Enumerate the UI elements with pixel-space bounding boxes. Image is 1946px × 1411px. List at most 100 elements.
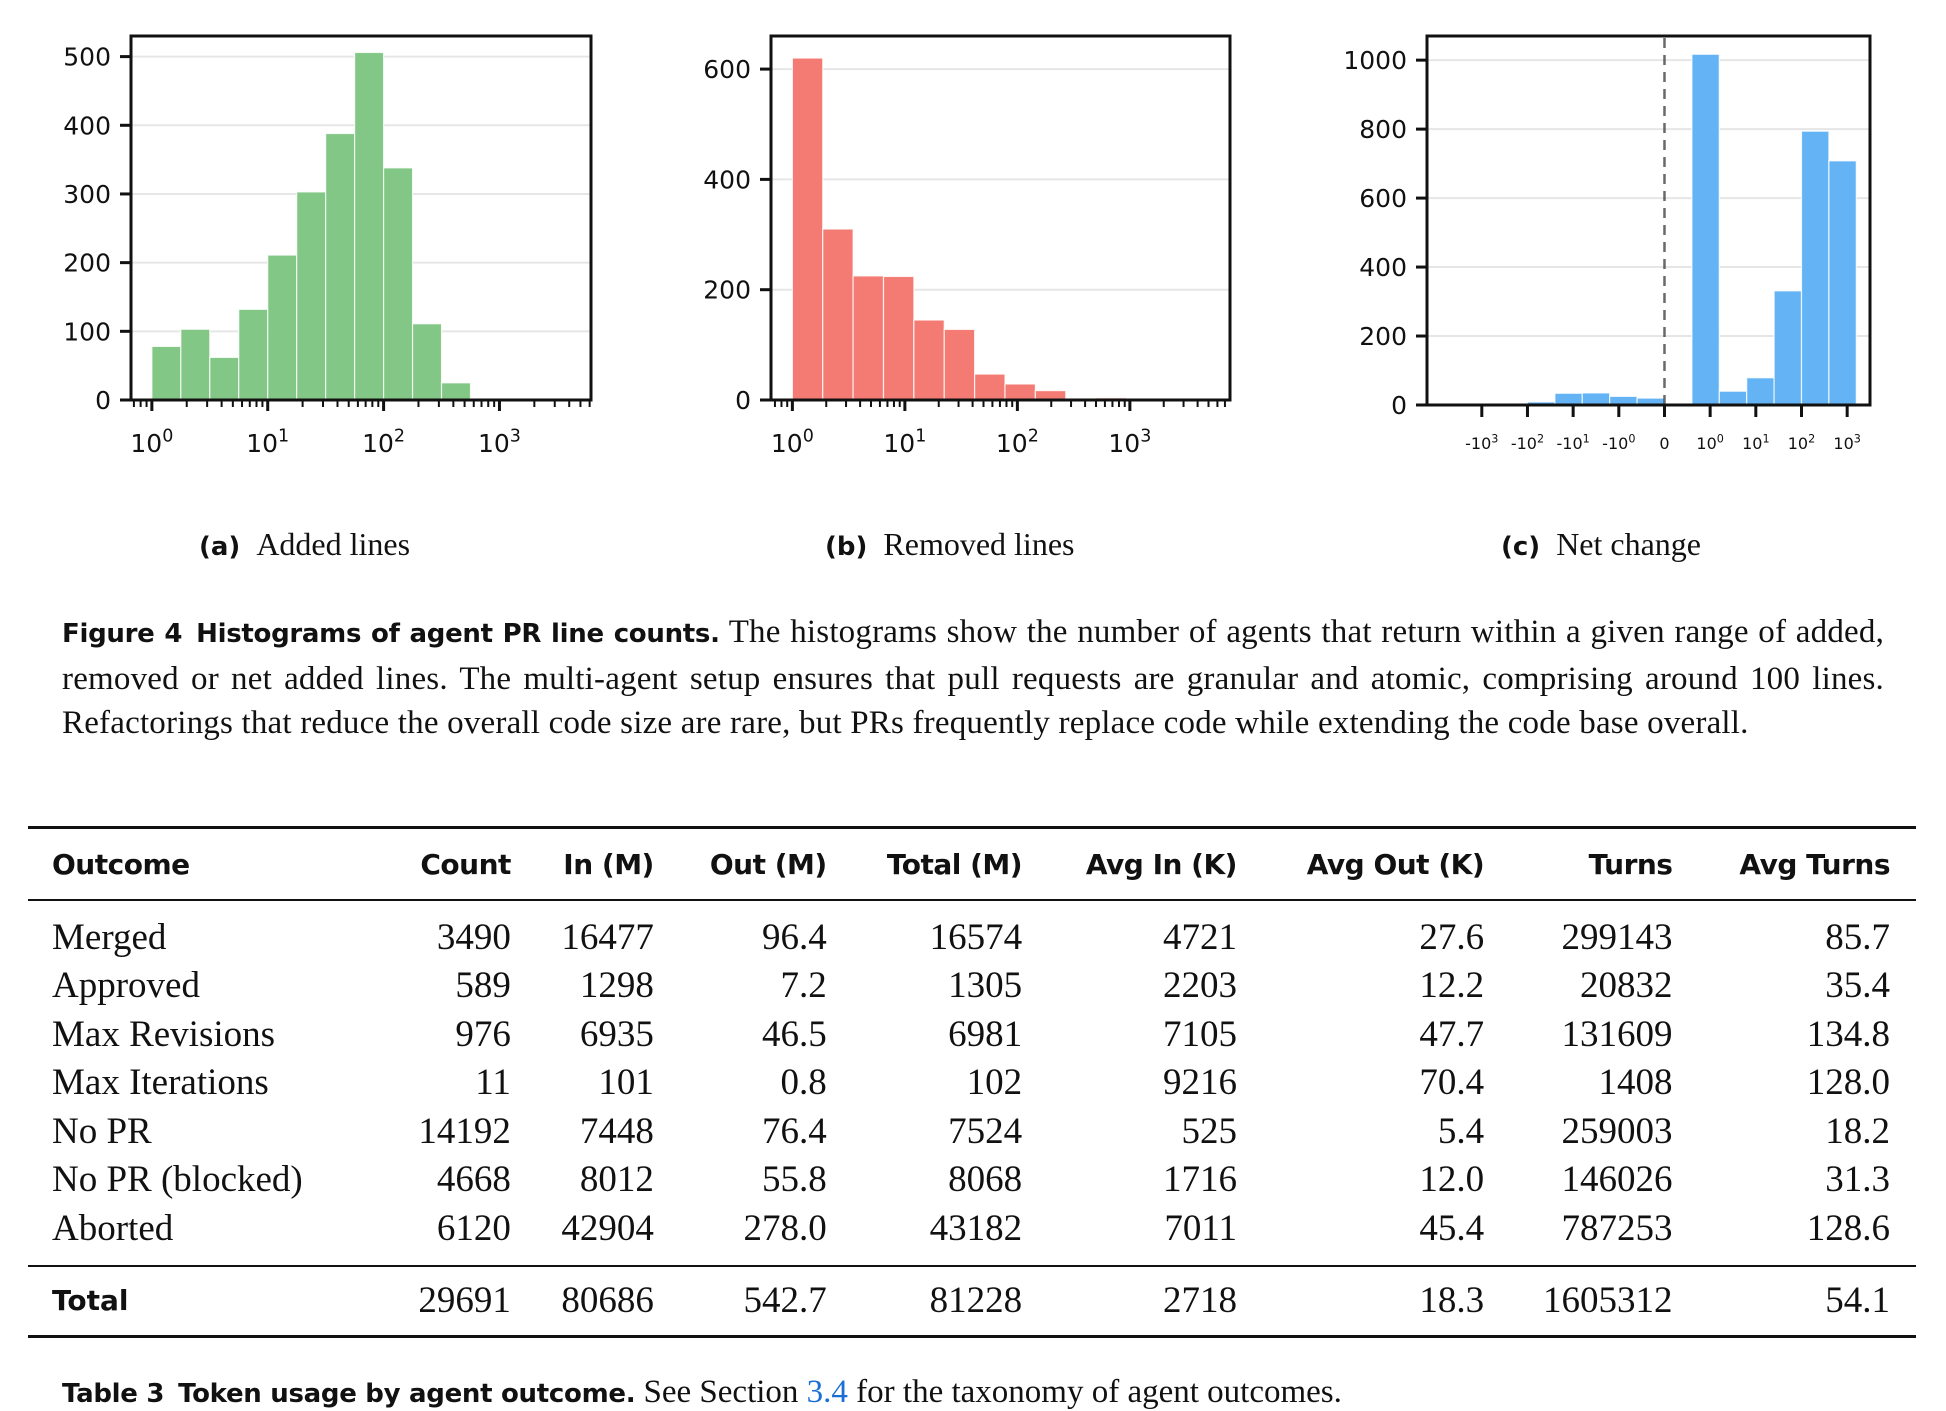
y-tick-label: 400: [703, 165, 751, 194]
outcome-cell: Max Iterations: [28, 1059, 380, 1108]
value-cell: 14192: [380, 1107, 523, 1156]
histogram-bar: [1005, 384, 1035, 400]
histogram-bar: [1692, 54, 1719, 405]
subcaption-c: (c)Net change: [1501, 526, 1701, 563]
x-tick-label: 102: [362, 427, 405, 459]
y-tick-label: 100: [63, 317, 111, 346]
y-tick-label: 400: [1359, 253, 1407, 282]
value-cell: 6935: [523, 1010, 666, 1059]
subcaption-b-label: (b): [825, 532, 867, 562]
histogram-bar: [853, 276, 883, 400]
value-cell: 12.2: [1249, 962, 1496, 1011]
value-cell: 102: [839, 1059, 1034, 1108]
figure-title: Histograms of agent PR line counts.: [196, 619, 720, 649]
histogram-bar: [944, 329, 974, 400]
column-header: Avg Turns: [1684, 828, 1916, 901]
value-cell: 27.6: [1249, 900, 1496, 962]
section-link[interactable]: 3.4: [807, 1374, 848, 1410]
value-cell: 7.2: [666, 962, 839, 1011]
x-tick-label: 103: [1108, 427, 1151, 459]
x-tick-label: -100: [1602, 432, 1635, 453]
value-cell: 976: [380, 1010, 523, 1059]
x-tick-label: 0: [1659, 434, 1669, 453]
value-cell: 7524: [839, 1107, 1034, 1156]
histogram-bar: [384, 168, 413, 400]
histogram-bar: [326, 134, 355, 400]
histogram-bar: [1582, 393, 1609, 405]
value-cell: 11: [380, 1059, 523, 1108]
y-tick-label: 0: [95, 386, 111, 415]
total-cell: 18.3: [1249, 1266, 1496, 1337]
outcome-cell: No PR (blocked): [28, 1156, 380, 1205]
y-tick-label: 500: [63, 43, 111, 72]
histogram-bar: [210, 357, 239, 400]
figure-number: Figure 4: [62, 619, 182, 649]
value-cell: 7448: [523, 1107, 666, 1156]
histogram-bar: [1719, 391, 1746, 405]
histogram-bar: [792, 58, 822, 400]
value-cell: 1716: [1034, 1156, 1249, 1205]
column-header: In (M): [523, 828, 666, 901]
column-header: Outcome: [28, 828, 380, 901]
value-cell: 146026: [1496, 1156, 1684, 1205]
total-cell: 1605312: [1496, 1266, 1684, 1337]
total-label: Total: [28, 1266, 380, 1337]
value-cell: 16477: [523, 900, 666, 962]
value-cell: 5.4: [1249, 1107, 1496, 1156]
y-tick-label: 1000: [1343, 46, 1407, 75]
value-cell: 589: [380, 962, 523, 1011]
outcome-cell: Approved: [28, 962, 380, 1011]
x-tick-label: -101: [1557, 432, 1590, 453]
histogram-bar: [152, 346, 181, 400]
x-tick-label: 100: [130, 427, 173, 459]
x-tick-label: -103: [1465, 432, 1498, 453]
value-cell: 43182: [839, 1204, 1034, 1266]
value-cell: 76.4: [666, 1107, 839, 1156]
value-cell: 131609: [1496, 1010, 1684, 1059]
histogram-bar: [1555, 393, 1582, 405]
value-cell: 7011: [1034, 1204, 1249, 1266]
column-header: Out (M): [666, 828, 839, 901]
total-cell: 2718: [1034, 1266, 1249, 1337]
histogram-bar: [1829, 161, 1856, 405]
histogram-bar: [413, 324, 442, 400]
value-cell: 8068: [839, 1156, 1034, 1205]
value-cell: 3490: [380, 900, 523, 962]
value-cell: 2203: [1034, 962, 1249, 1011]
histogram-bar: [355, 52, 384, 400]
value-cell: 42904: [523, 1204, 666, 1266]
histogram-bar: [1747, 378, 1774, 405]
column-header: Avg Out (K): [1249, 828, 1496, 901]
outcome-cell: Merged: [28, 900, 380, 962]
outcome-cell: Aborted: [28, 1204, 380, 1266]
value-cell: 101: [523, 1059, 666, 1108]
total-cell: 80686: [523, 1266, 666, 1337]
x-tick-label: 101: [1742, 432, 1769, 453]
total-cell: 81228: [839, 1266, 1034, 1337]
subcaption-b-text: Removed lines: [883, 526, 1074, 562]
subcaption-a: (a)Added lines: [199, 526, 410, 563]
histogram-bar: [239, 309, 268, 400]
table-caption-pre: See Section: [644, 1374, 799, 1410]
value-cell: 128.0: [1684, 1059, 1916, 1108]
total-cell: 542.7: [666, 1266, 839, 1337]
value-cell: 0.8: [666, 1059, 839, 1108]
histogram-bar: [268, 255, 297, 400]
x-tick-label: -102: [1511, 432, 1544, 453]
histogram-bar: [914, 320, 944, 400]
value-cell: 1305: [839, 962, 1034, 1011]
total-cell: 29691: [380, 1266, 523, 1337]
y-tick-label: 300: [63, 180, 111, 209]
